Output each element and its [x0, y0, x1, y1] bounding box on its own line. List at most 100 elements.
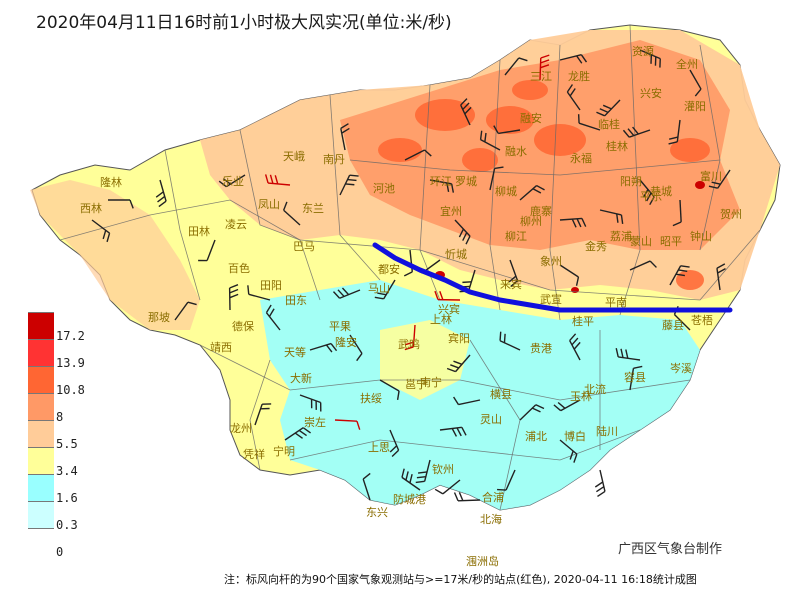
legend-label: 3.4 — [56, 464, 78, 478]
wind-barb — [553, 399, 581, 412]
city-label: 龙州 — [230, 422, 252, 435]
wind-barb — [247, 285, 271, 301]
city-label: 灌阳 — [684, 100, 706, 113]
wind-barb — [499, 331, 521, 351]
city-label: 宜州 — [440, 204, 462, 218]
wind-barb — [559, 53, 588, 64]
wind-barb — [334, 419, 361, 430]
city-label: 隆林 — [100, 175, 122, 189]
wind-barb — [265, 304, 281, 331]
city-label: 恭城 — [650, 185, 672, 198]
wind-barb — [198, 239, 216, 262]
city-label: 昭平 — [660, 235, 682, 248]
legend-swatch — [28, 474, 54, 501]
legend-label: 17.2 — [56, 329, 85, 343]
color-legend — [28, 312, 54, 555]
city-label: 平南 — [605, 296, 627, 309]
wind-barb — [254, 403, 272, 426]
city-label: 凌云 — [225, 217, 247, 231]
city-label: 南宁 — [420, 375, 442, 389]
city-label: 巴马 — [293, 240, 315, 253]
wind-barb — [629, 365, 643, 391]
city-label: 东兴 — [366, 506, 388, 519]
city-label: 宾阳 — [448, 331, 470, 345]
city-label: 富川 — [700, 169, 722, 183]
city-label: 三江 — [530, 70, 552, 83]
city-label: 扶绥 — [360, 391, 382, 405]
city-label: 环江 — [430, 175, 452, 188]
wind-barb — [708, 169, 731, 189]
city-label: 全州 — [676, 57, 698, 71]
city-label: 荔浦 — [610, 230, 632, 243]
wind-barb — [668, 119, 681, 145]
wind-barb — [108, 199, 134, 209]
city-label: 大新 — [290, 371, 312, 385]
city-label: 武宣 — [540, 292, 562, 306]
legend-label: 10.8 — [56, 383, 85, 397]
wind-barb — [594, 469, 606, 498]
city-label: 隆安 — [335, 335, 357, 349]
legend-swatch — [28, 393, 54, 420]
wind-barb — [454, 219, 471, 245]
footnote: 注：标风向杆的为90个国家气象观测站与>=17米/秒的站点(红色), 2020-… — [224, 573, 697, 586]
legend-label: 13.9 — [56, 356, 85, 370]
city-label: 乐业 — [222, 175, 244, 188]
city-label: 贵港 — [530, 342, 552, 355]
city-label: 平果 — [329, 320, 351, 333]
wind-barb — [599, 209, 624, 224]
wind-barb — [559, 439, 578, 463]
city-label: 横县 — [490, 387, 512, 401]
wind-barb — [596, 99, 621, 117]
wind-barb — [401, 468, 421, 491]
legend-label: 0.3 — [56, 518, 78, 532]
city-label: 金秀 — [585, 239, 607, 253]
wind-barb — [174, 301, 197, 321]
legend-label: 1.6 — [56, 491, 78, 505]
city-label: 上林 — [430, 312, 452, 326]
legend-swatch — [28, 339, 54, 366]
city-label: 那坡 — [148, 311, 170, 324]
city-label: 阳朔 — [620, 175, 642, 188]
city-label: 崇左 — [304, 416, 326, 429]
wind-barb — [508, 259, 519, 288]
wind-barb — [389, 429, 400, 457]
wind-barb — [309, 342, 338, 353]
city-label: 南丹 — [323, 153, 345, 166]
wind-barb — [566, 84, 581, 111]
wind-barb — [453, 396, 481, 406]
city-label: 田林 — [188, 224, 210, 238]
city-label: 平乐 — [640, 190, 662, 203]
city-label: 资源 — [632, 44, 654, 58]
city-label: 灵山 — [480, 413, 502, 426]
wind-barb — [504, 57, 528, 76]
city-label: 东兰 — [302, 202, 324, 215]
city-label: 都安 — [378, 262, 400, 276]
city-label: 容县 — [624, 370, 646, 384]
city-label: 凭祥 — [243, 447, 265, 461]
wind-barb — [689, 69, 702, 97]
city-label: 河池 — [373, 182, 395, 195]
city-label: 天等 — [284, 345, 306, 359]
wind-barb — [434, 290, 461, 301]
legend-swatch — [28, 366, 54, 393]
wind-barb — [629, 260, 657, 271]
city-label: 桂林 — [606, 139, 628, 153]
cold-front-line — [372, 242, 733, 313]
wind-barb — [639, 179, 655, 206]
city-label: 融安 — [520, 111, 542, 125]
wind-barb — [489, 166, 504, 191]
legend-swatch — [28, 312, 54, 339]
city-label: 博白 — [564, 429, 586, 443]
wind-barb — [669, 265, 690, 286]
wind-barb — [299, 394, 322, 412]
city-label: 邕宁 — [405, 377, 427, 391]
wind-barb — [519, 404, 545, 421]
city-label: 柳州 — [520, 214, 542, 228]
city-label: 临桂 — [598, 117, 620, 131]
legend-swatch — [28, 420, 54, 447]
city-label: 陆川 — [596, 424, 618, 438]
wind-barb — [559, 264, 580, 286]
legend-swatch — [28, 528, 54, 555]
city-label: 象州 — [540, 255, 562, 268]
